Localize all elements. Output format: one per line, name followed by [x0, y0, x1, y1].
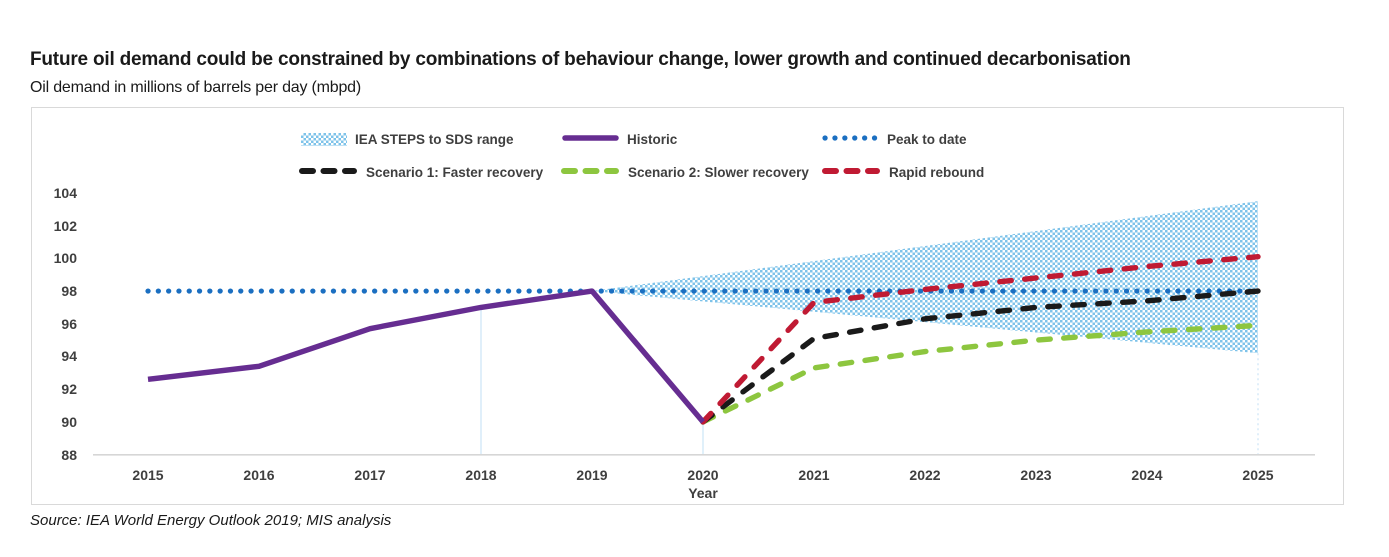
x-tick-label: 2015	[132, 467, 164, 483]
dashed-line-swatch-icon	[821, 163, 881, 181]
dotted-line-swatch-icon	[821, 130, 879, 148]
legend-label: Rapid rebound	[889, 164, 985, 180]
chart-panel: IEA STEPS to SDS range Historic Peak to …	[31, 107, 1344, 505]
legend-item-peak: Peak to date	[821, 129, 967, 149]
solid-line-swatch-icon	[562, 130, 619, 148]
x-tick-label: 2017	[354, 467, 386, 483]
y-tick-label: 100	[53, 250, 77, 267]
x-axis-title: Year	[688, 485, 718, 501]
x-tick-label: 2020	[687, 467, 719, 483]
y-tick-label: 90	[61, 413, 77, 430]
y-tick-label: 104	[53, 184, 77, 201]
y-tick-label: 88	[61, 446, 77, 463]
legend-label: Scenario 2: Slower recovery	[628, 164, 809, 180]
legend-label: Peak to date	[887, 131, 967, 147]
x-tick-label: 2023	[1020, 467, 1052, 483]
x-tick-label: 2021	[798, 467, 830, 483]
legend-label: Historic	[627, 131, 678, 147]
legend-item-scenario2: Scenario 2: Slower recovery	[560, 162, 809, 182]
source-note: Source: IEA World Energy Outlook 2019; M…	[30, 512, 392, 529]
dashed-line-swatch-icon	[298, 163, 358, 181]
dashed-line-swatch-icon	[560, 163, 620, 181]
x-tick-label: 2016	[243, 467, 275, 483]
chart-subtitle: Oil demand in millions of barrels per da…	[30, 79, 361, 96]
x-tick-label: 2025	[1242, 467, 1274, 483]
legend-item-rapid: Rapid rebound	[821, 162, 984, 182]
legend-label: IEA STEPS to SDS range	[355, 131, 514, 147]
y-tick-label: 102	[53, 217, 77, 234]
x-tick-label: 2019	[576, 467, 608, 483]
x-tick-label: 2022	[909, 467, 941, 483]
y-tick-label: 92	[61, 381, 77, 398]
legend-item-historic: Historic	[562, 129, 677, 149]
legend-item-band: IEA STEPS to SDS range	[301, 129, 514, 149]
x-tick-label: 2018	[465, 467, 497, 483]
legend-item-scenario1: Scenario 1: Faster recovery	[298, 162, 543, 182]
y-tick-label: 98	[61, 283, 77, 300]
band-swatch-icon	[301, 132, 347, 146]
legend-label: Scenario 1: Faster recovery	[366, 164, 544, 180]
y-tick-label: 96	[61, 315, 77, 332]
page-title: Future oil demand could be constrained b…	[30, 49, 1131, 70]
x-tick-label: 2024	[1131, 467, 1163, 483]
y-tick-label: 94	[61, 348, 77, 365]
